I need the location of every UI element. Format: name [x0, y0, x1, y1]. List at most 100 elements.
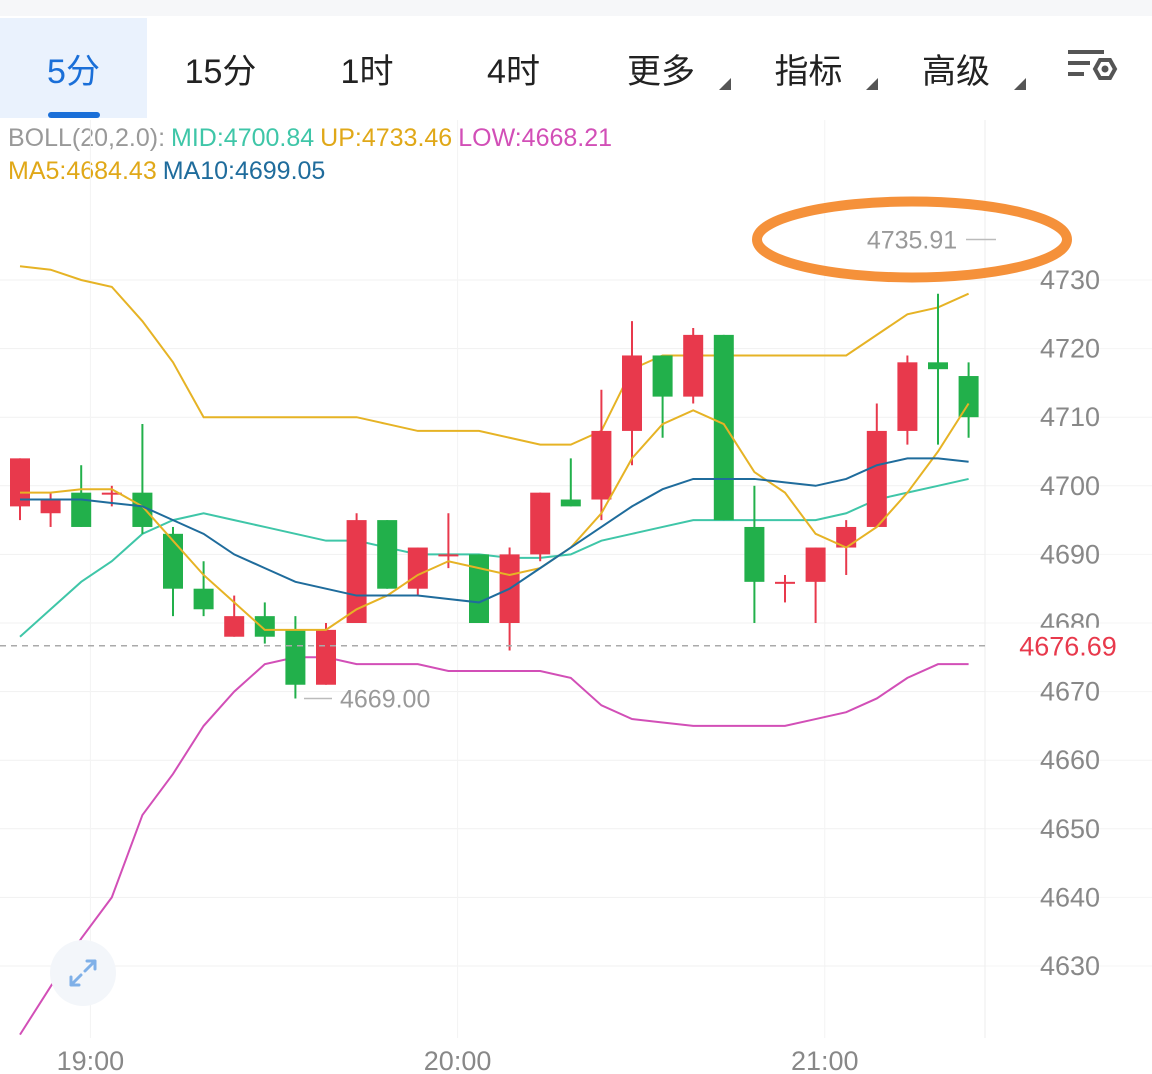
- boll-lower-line: [19, 656, 969, 1036]
- tab-label: 15分: [184, 52, 257, 91]
- candle-body: [897, 362, 918, 431]
- candle: [316, 623, 336, 685]
- candle-body: [10, 458, 30, 507]
- tab-2[interactable]: 1时: [294, 18, 440, 118]
- y-tick-label: 4720: [1040, 334, 1100, 364]
- expand-chart-button[interactable]: [50, 940, 116, 1006]
- ma5-line: [20, 402, 970, 631]
- candle: [713, 334, 734, 521]
- candle: [10, 458, 30, 521]
- candle-body: [469, 554, 489, 623]
- y-tick-label: 4660: [1040, 745, 1100, 775]
- candle-body: [805, 547, 826, 582]
- candle-body: [683, 334, 704, 397]
- timeframe-tabbar: 5分 15分 1时 4时 更多 指标 高级: [0, 0, 1152, 120]
- y-tick-label: 4640: [1040, 882, 1100, 912]
- ma-legend: MA5:4684.43 MA10:4699.05: [8, 157, 331, 186]
- candle-body: [652, 355, 673, 397]
- y-tick-label: 4710: [1040, 402, 1100, 432]
- candle: [775, 574, 795, 603]
- candle: [71, 465, 92, 527]
- candle: [193, 561, 214, 617]
- candle-body: [438, 554, 459, 557]
- candle-body: [713, 334, 734, 521]
- candle: [744, 485, 765, 623]
- candle-body: [132, 492, 153, 527]
- tab-3[interactable]: 4时: [440, 18, 587, 118]
- candle-body: [101, 492, 122, 495]
- max-price-label: 4735.91: [867, 226, 957, 254]
- candle-body: [346, 520, 367, 623]
- candle-body: [958, 376, 979, 418]
- boll-up-value: UP:4733.46: [320, 124, 453, 152]
- tab-label: 指标: [774, 52, 843, 91]
- boll-legend: BOLL(20,2.0): MID:4700.84 UP:4733.46 LOW:46…: [8, 124, 618, 153]
- tab-label: 高级: [922, 52, 990, 91]
- boll-upper-line: [19, 265, 970, 446]
- ma5-value: MA5:4684.43: [8, 157, 157, 185]
- tab-5[interactable]: 指标: [735, 18, 882, 118]
- tab-label: 更多: [627, 52, 695, 91]
- boll-low-value: LOW:4668.21: [458, 124, 613, 152]
- boll-mid-value: MID:4700.84: [171, 124, 315, 152]
- candle: [683, 328, 704, 404]
- boll-mid-line: [19, 477, 969, 638]
- candle: [622, 321, 642, 466]
- candle: [530, 492, 551, 562]
- candle-body: [285, 629, 306, 685]
- candle: [346, 513, 367, 623]
- y-tick-label: 4700: [1040, 471, 1100, 501]
- dropdown-caret-icon: [866, 78, 878, 90]
- candle: [254, 602, 275, 644]
- candle-body: [866, 430, 887, 527]
- tab-1[interactable]: 15分: [147, 18, 294, 118]
- boll-label: BOLL(20,2.0):: [8, 124, 166, 152]
- candle: [377, 520, 398, 589]
- min-price-label: 4669.00: [340, 685, 430, 713]
- candle: [560, 458, 581, 507]
- candle: [928, 293, 948, 445]
- y-tick-label: 4690: [1040, 539, 1100, 569]
- candle: [40, 492, 61, 527]
- candle-body: [530, 492, 551, 555]
- y-tick-label: 4630: [1040, 951, 1100, 981]
- candle: [469, 554, 489, 623]
- dropdown-caret-icon: [1014, 78, 1026, 90]
- candle-body: [928, 362, 948, 370]
- candle: [897, 355, 918, 445]
- candle-body: [591, 430, 612, 500]
- x-tick-label: 19:00: [57, 1046, 125, 1074]
- status-strip: [0, 0, 1152, 16]
- y-tick-label: 4650: [1040, 814, 1100, 844]
- candle-body: [407, 547, 428, 589]
- candle-body: [622, 355, 642, 431]
- tab-label: 4时: [487, 52, 540, 91]
- candle-body: [224, 616, 245, 637]
- candle: [591, 389, 612, 521]
- last-price-label: 4676.69: [1019, 632, 1117, 662]
- candle: [499, 547, 520, 651]
- candle-body: [254, 616, 275, 637]
- annotation-ellipse: [752, 196, 1072, 283]
- tab-0[interactable]: 5分: [0, 18, 147, 118]
- candle-body: [560, 499, 581, 507]
- candle: [438, 513, 459, 569]
- candle-body: [775, 581, 795, 584]
- chart-settings-button[interactable]: [1060, 44, 1120, 94]
- candle: [285, 616, 306, 699]
- last-price-bg: [987, 627, 1150, 664]
- tab-4[interactable]: 更多: [587, 18, 735, 118]
- tab-6[interactable]: 高级: [882, 18, 1030, 118]
- candle-body: [193, 588, 214, 610]
- x-tick-label: 21:00: [791, 1046, 859, 1074]
- expand-arrows-icon: [69, 959, 97, 987]
- candle-body: [40, 499, 61, 514]
- candle-body: [836, 526, 857, 548]
- y-tick-label: 4730: [1040, 265, 1100, 295]
- candlestick-chart[interactable]: 4630464046504660467046804690470047104720…: [0, 120, 1152, 1074]
- candle: [958, 362, 979, 438]
- y-tick-label: 4670: [1040, 677, 1100, 707]
- ma10-value: MA10:4699.05: [162, 157, 326, 185]
- dropdown-caret-icon: [719, 78, 731, 90]
- candle-body: [71, 492, 92, 527]
